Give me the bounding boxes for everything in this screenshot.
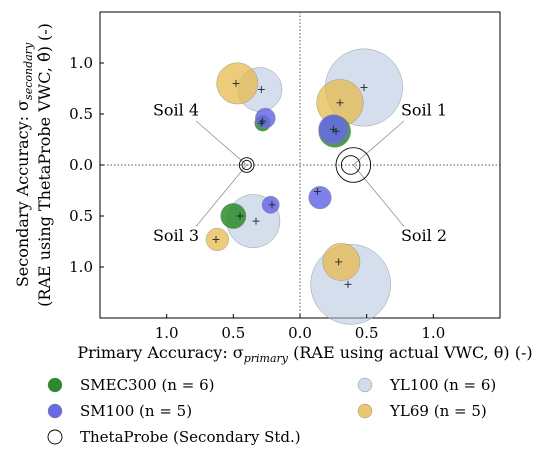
bubble-sm100-0 <box>255 107 276 129</box>
x-tick-label: 0.0 <box>288 324 312 342</box>
center-mark-0 <box>257 86 265 94</box>
center-mark-10 <box>212 235 220 243</box>
center-mark-8 <box>236 212 244 220</box>
soil-label-1: Soil 4 <box>153 100 199 119</box>
y-tick-label: 1.0 <box>69 54 93 72</box>
y-ticks: 1.0 0.5 0.0 0.5 1.0 <box>69 54 104 276</box>
x-tick-label: 1.0 <box>421 324 445 342</box>
zero-lines <box>100 12 500 318</box>
x-axis-label: Primary Accuracy: σprimary (RAE using ac… <box>77 343 532 365</box>
legend-label-1: YL100 (n = 6) <box>389 376 496 394</box>
legend-marker-3 <box>357 403 373 419</box>
bubble-smec300-2 <box>220 203 247 229</box>
y-tick-label: 1.0 <box>69 258 93 276</box>
bubbles-layer <box>205 48 403 325</box>
center-mark-7 <box>332 127 340 135</box>
center-mark-9 <box>252 217 260 225</box>
y-tick-label: 0.0 <box>69 156 93 174</box>
y-axis-label: Secondary Accuracy: σsecondary(RAE using… <box>13 23 54 307</box>
bubble-thetaprobe-1 <box>241 159 252 171</box>
soil-leader-1 <box>195 120 247 166</box>
x-ticks: 1.0 0.5 0.0 0.5 1.0 <box>155 314 445 342</box>
legend: SMEC300 (n = 6) YL100 (n = 6) SM100 (n = 5… <box>47 376 496 446</box>
bubble-sm100-3 <box>308 186 332 210</box>
bubble-thetaprobe-2 <box>335 147 372 183</box>
legend-label-3: YL69 (n = 5) <box>389 402 487 420</box>
center-mark-4 <box>360 83 368 91</box>
center-mark-1 <box>232 79 240 87</box>
center-marks-layer <box>212 79 368 288</box>
center-mark-5 <box>336 99 344 107</box>
soil-label-3: Soil 3 <box>153 226 199 245</box>
y-tick-label: 0.5 <box>69 105 93 123</box>
soil-label-4: Soil 2 <box>401 226 447 245</box>
legend-marker-1 <box>357 377 373 393</box>
soil-leader-2 <box>353 120 405 166</box>
bubble-thetaprobe-3 <box>340 155 361 175</box>
legend-marker-4 <box>47 429 63 445</box>
legend-label-0: SMEC300 (n = 6) <box>80 376 214 394</box>
center-mark-11 <box>268 201 276 209</box>
soil-label-2: Soil 1 <box>401 100 447 119</box>
soil-leader-4 <box>353 164 405 227</box>
center-mark-12 <box>313 188 321 196</box>
soil-leader-lines <box>195 120 405 227</box>
center-mark-14 <box>344 280 352 288</box>
legend-marker-2 <box>47 403 63 419</box>
legend-label-2: SM100 (n = 5) <box>80 402 192 420</box>
x-tick-label: 0.5 <box>221 324 245 342</box>
soil-leader-3 <box>195 164 247 227</box>
x-tick-label: 1.0 <box>155 324 179 342</box>
center-mark-13 <box>335 258 343 266</box>
center-mark-3 <box>257 119 265 127</box>
x-tick-label: 0.5 <box>355 324 379 342</box>
legend-label-4: ThetaProbe (Secondary Std.) <box>80 428 301 446</box>
soil-labels: Soil 4 Soil 1 Soil 3 Soil 2 <box>153 100 447 244</box>
legend-marker-0 <box>47 377 63 393</box>
bubble-thetaprobe-0 <box>238 157 255 173</box>
y-tick-label: 0.5 <box>69 207 93 225</box>
